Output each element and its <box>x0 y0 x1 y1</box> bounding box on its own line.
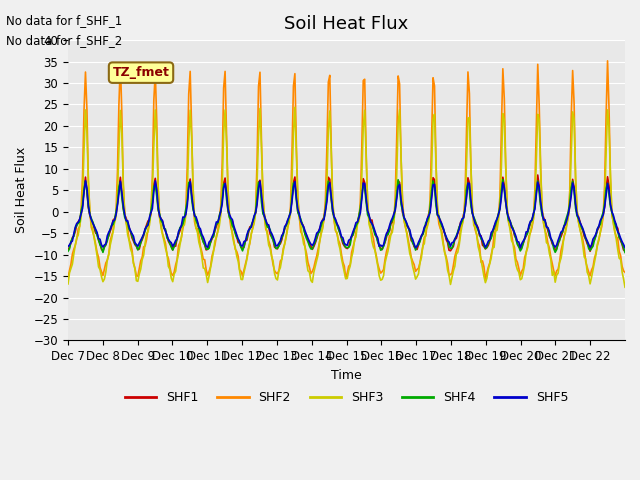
SHF3 <box>621 284 629 290</box>
SHF5 <box>82 178 90 184</box>
SHF1 <box>83 188 91 194</box>
SHF2 <box>83 107 91 113</box>
SHF2 <box>545 245 553 251</box>
SHF1 <box>100 244 108 250</box>
SHF2 <box>64 275 72 281</box>
SHF3 <box>352 234 360 240</box>
SHF3 <box>83 130 91 136</box>
Text: TZ_fmet: TZ_fmet <box>113 66 170 79</box>
SHF2 <box>620 268 627 274</box>
Line: SHF2: SHF2 <box>68 61 625 279</box>
X-axis label: Time: Time <box>331 369 362 382</box>
SHF3 <box>291 105 299 110</box>
SHF5 <box>464 180 472 186</box>
SHF1 <box>545 233 553 239</box>
Title: Soil Heat Flux: Soil Heat Flux <box>284 15 408 33</box>
SHF1 <box>620 247 627 253</box>
SHF3 <box>463 162 470 168</box>
SHF4 <box>621 250 629 255</box>
SHF2 <box>621 269 629 275</box>
SHF3 <box>64 281 72 287</box>
SHF5 <box>102 241 109 247</box>
Line: SHF4: SHF4 <box>68 180 625 252</box>
SHF1 <box>621 248 629 254</box>
Y-axis label: Soil Heat Flux: Soil Heat Flux <box>15 147 28 233</box>
SHF5 <box>84 203 92 208</box>
SHF3 <box>545 251 553 256</box>
SHF5 <box>620 241 627 247</box>
SHF4 <box>618 241 626 247</box>
SHF5 <box>64 244 72 250</box>
SHF5 <box>547 235 555 241</box>
Line: SHF3: SHF3 <box>68 108 625 287</box>
Line: SHF1: SHF1 <box>68 175 625 251</box>
SHF5 <box>621 245 629 251</box>
Legend: SHF1, SHF2, SHF3, SHF4, SHF5: SHF1, SHF2, SHF3, SHF4, SHF5 <box>120 386 573 409</box>
Line: SHF5: SHF5 <box>68 181 625 248</box>
SHF3 <box>618 269 626 275</box>
SHF1 <box>461 206 469 212</box>
SHF1 <box>351 226 358 231</box>
SHF5 <box>352 220 360 226</box>
SHF1 <box>534 172 541 178</box>
SHF2 <box>351 239 358 244</box>
SHF1 <box>586 248 594 254</box>
SHF4 <box>351 226 358 232</box>
SHF4 <box>545 232 553 238</box>
SHF4 <box>100 244 108 250</box>
SHF1 <box>64 247 72 252</box>
SHF2 <box>481 276 489 282</box>
SHF4 <box>499 177 507 182</box>
SHF2 <box>100 266 108 272</box>
SHF4 <box>461 207 469 213</box>
Text: No data for f_SHF_2: No data for f_SHF_2 <box>6 34 123 47</box>
SHF4 <box>83 189 91 195</box>
SHF2 <box>604 58 611 64</box>
SHF2 <box>461 193 469 199</box>
SHF3 <box>100 276 108 282</box>
Text: No data for f_SHF_1: No data for f_SHF_1 <box>6 14 123 27</box>
SHF4 <box>64 248 72 254</box>
SHF5 <box>412 245 419 251</box>
